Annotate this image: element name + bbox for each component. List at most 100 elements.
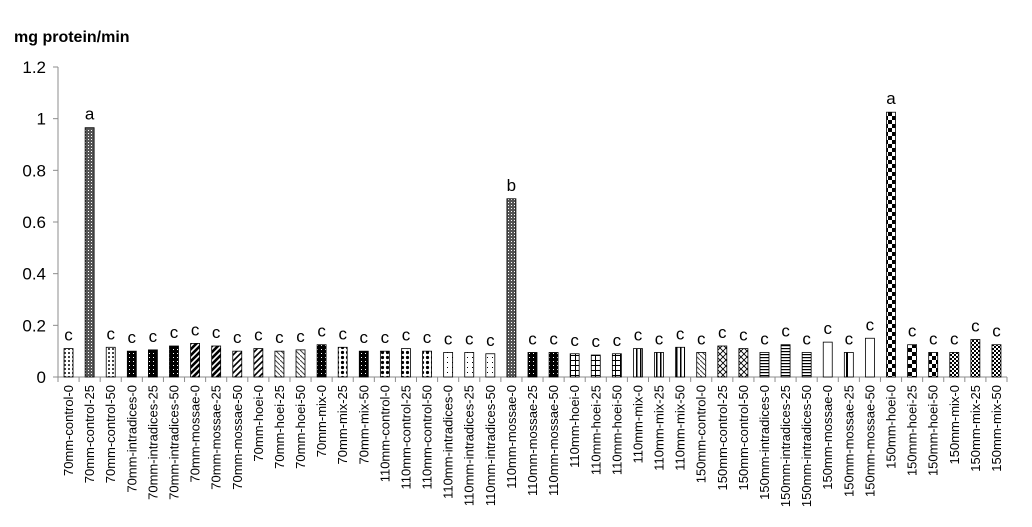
significance-letter: c <box>212 323 221 342</box>
category-label: 150mm-hoei-50 <box>926 385 941 476</box>
bar-70mm-mix-50 <box>358 350 369 378</box>
category-label: 70mm-mossae-0 <box>188 385 203 483</box>
bar-70mm-control-25 <box>84 127 95 378</box>
category-label: 110mm-mix-25 <box>652 385 667 471</box>
bar-70mm-control-0 <box>63 348 74 378</box>
category-label: 70mm-control-0 <box>61 385 76 476</box>
category-label: 110mm-mossae-50 <box>546 385 561 496</box>
category-label: 70mm-mix-25 <box>335 385 350 464</box>
bar-110mm-control-50 <box>422 350 432 378</box>
significance-letter: c <box>423 328 432 347</box>
category-label: 110mm-mix-0 <box>630 385 645 464</box>
significance-letter: c <box>802 329 811 348</box>
bar-150mm-mossae-50 <box>865 337 875 378</box>
significance-letter: c <box>338 324 347 343</box>
category-label: 110mm-hoei-25 <box>588 385 603 475</box>
significance-letter: c <box>191 320 200 339</box>
significance-letter: a <box>85 105 95 124</box>
category-label: 70mm-mix-0 <box>314 385 329 457</box>
category-label: 150mm-hoei-0 <box>884 385 899 469</box>
category-label: 150mm-hoei-25 <box>905 385 920 476</box>
y-tick-label: 0.2 <box>22 316 46 335</box>
significance-letter: c <box>106 324 115 343</box>
bar-70mm-mossae-50 <box>232 350 243 378</box>
category-label: 70mm-hoei-50 <box>293 385 308 469</box>
category-label: 150mm-mix-25 <box>968 385 983 472</box>
significance-letter: c <box>908 322 917 341</box>
significance-letter: c <box>634 326 643 345</box>
bar-110mm-mossae-50 <box>548 352 559 378</box>
category-label: 70mm-hoei-25 <box>272 385 287 469</box>
significance-letters: cac c c c c c c c c c c c c c c c c c cbc c c c c c c c c c c c c cccca… <box>64 89 1001 351</box>
bar-110mm-mossae-25 <box>527 352 538 378</box>
bar-110mm-intradices-50 <box>485 353 496 378</box>
y-tick-label: 0.4 <box>22 265 46 284</box>
category-labels: 70mm-control-0 70mm-control-25 70mm-contro… <box>61 385 1004 507</box>
significance-letter: c <box>360 328 369 347</box>
category-label: 70mm-mossae-50 <box>230 385 245 490</box>
category-label: 70mm-intradices-0 <box>124 385 139 493</box>
significance-letter: c <box>486 331 495 350</box>
category-label: 70mm-intradices-50 <box>166 385 181 500</box>
bar-150mm-intradices-25 <box>780 344 791 378</box>
category-label: 150mm-control-25 <box>715 385 730 491</box>
significance-letter: c <box>402 326 411 345</box>
bar-70mm-hoei-25 <box>274 350 285 378</box>
y-tick-label: 1.2 <box>22 58 46 77</box>
significance-letter: c <box>739 326 748 345</box>
bar-70mm-mossae-0 <box>190 343 200 378</box>
category-label: 70mm-intradices-25 <box>145 385 160 500</box>
category-label: 150mm-mix-0 <box>947 385 962 464</box>
bar-110mm-mix-25 <box>654 352 664 378</box>
bar-150mm-control-50 <box>738 348 749 378</box>
bar-110mm-mix-50 <box>675 346 686 378</box>
significance-letter: c <box>655 329 664 348</box>
bar-70mm-hoei-0 <box>253 348 264 378</box>
significance-letter: c <box>296 327 305 346</box>
bar-70mm-intradices-25 <box>147 349 158 378</box>
significance-letter: c <box>549 329 558 348</box>
bar-70mm-intradices-0 <box>126 350 137 378</box>
bar-70mm-mix-25 <box>337 346 348 378</box>
category-label: 70mm-mossae-25 <box>209 385 224 490</box>
significance-letter: c <box>465 329 474 348</box>
y-tick-label: 1 <box>37 110 46 129</box>
bar-150mm-control-25 <box>717 345 728 378</box>
category-label: 110mm-mossae-25 <box>525 385 540 496</box>
category-label: 150mm-intradices-0 <box>757 385 772 500</box>
significance-letter: c <box>128 328 137 347</box>
significance-letter: c <box>149 327 158 346</box>
y-tick-label: 0 <box>37 368 46 387</box>
significance-letter: c <box>444 329 453 348</box>
significance-letter: c <box>760 329 769 348</box>
significance-letter: c <box>233 328 242 347</box>
significance-letter: c <box>254 326 263 345</box>
significance-letter: c <box>950 329 959 348</box>
category-label: 110mm-control-0 <box>377 385 392 482</box>
bar-150mm-mix-25 <box>970 339 981 378</box>
category-label: 150mm-mossae-25 <box>841 385 856 497</box>
category-label: 110mm-intradices-0 <box>441 385 456 499</box>
category-label: 70mm-control-25 <box>82 385 97 483</box>
bar-110mm-hoei-0 <box>569 353 580 378</box>
significance-letter: c <box>570 331 579 350</box>
significance-letter: c <box>528 329 537 348</box>
category-label: 150mm-mix-50 <box>989 385 1004 472</box>
bar-110mm-hoei-25 <box>590 354 601 378</box>
significance-letter: a <box>886 89 896 108</box>
significance-letter: c <box>971 317 980 336</box>
bar-110mm-intradices-0 <box>443 352 454 378</box>
significance-letter: b <box>507 176 516 195</box>
significance-letter: c <box>845 329 854 348</box>
category-label: 110mm-mossae-0 <box>504 385 519 489</box>
significance-letter: c <box>381 328 390 347</box>
bar-150mm-mix-50 <box>991 344 1002 378</box>
category-label: 70mm-hoei-0 <box>251 385 266 462</box>
category-label: 150mm-control-50 <box>736 385 751 491</box>
significance-letter: c <box>676 324 685 343</box>
significance-letter: c <box>992 322 1001 341</box>
significance-letter: c <box>275 328 284 347</box>
bar-110mm-mossae-0 <box>506 198 517 378</box>
significance-letter: c <box>718 323 727 342</box>
